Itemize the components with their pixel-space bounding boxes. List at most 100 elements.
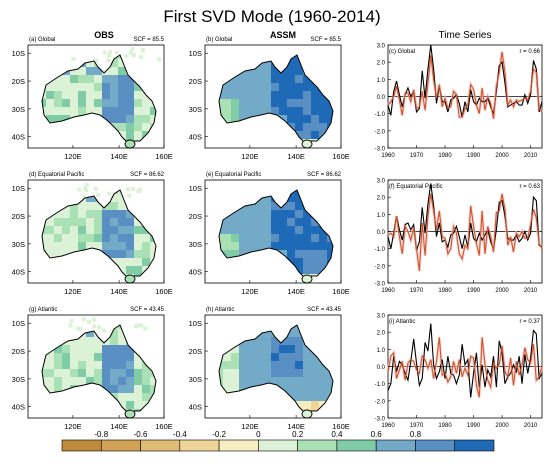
map-cell (54, 369, 62, 377)
map-cell (118, 59, 126, 67)
map-cell (94, 369, 102, 377)
map-cell (62, 75, 70, 83)
map-cell (54, 99, 62, 107)
map-cell (62, 218, 70, 226)
map-cell (263, 234, 271, 242)
lon-tick-label: 160E (155, 422, 173, 431)
map-cell (86, 369, 94, 377)
map-cell (110, 353, 118, 361)
map-cell (62, 369, 70, 377)
map-cell (287, 226, 295, 234)
map-cell (102, 75, 110, 83)
lon-tick-label: 160E (332, 287, 350, 296)
lat-tick-label: 40S (189, 133, 202, 142)
map-cell (134, 242, 142, 250)
map-cell (86, 83, 94, 91)
map-pixel (84, 188, 89, 193)
map-cell (247, 83, 255, 91)
tasmania (301, 274, 313, 284)
panel-tag: (e) Equatorial Pacific (206, 172, 261, 178)
map-cell (287, 75, 295, 83)
map-cell (94, 91, 102, 99)
map-cell (295, 353, 303, 361)
map-cell (126, 393, 134, 401)
map-cell (94, 361, 102, 369)
panel-tag: (i) Atlantic (389, 319, 415, 325)
map-cell (134, 393, 142, 401)
lat-tick-label: 20S (189, 77, 202, 86)
lon-tick-label: 160E (332, 422, 350, 431)
map-cell (62, 234, 70, 242)
map-cell (303, 91, 311, 99)
map-cell (126, 234, 134, 242)
map-cell (126, 107, 134, 115)
map-cell (54, 385, 62, 393)
map-cell (287, 210, 295, 218)
map-cell (126, 385, 134, 393)
colorbar-swatch (297, 439, 338, 452)
map-cell (78, 337, 86, 345)
map-pixel (139, 323, 144, 328)
colorbar-swatch (375, 439, 416, 452)
map-cell (126, 131, 134, 139)
map-cell (231, 218, 239, 226)
x-tick-label: 1960 (381, 288, 395, 294)
map-cell (110, 242, 118, 250)
map-cell (239, 226, 247, 234)
y-tick-label: 0.0 (377, 230, 386, 236)
map-cell (223, 242, 231, 250)
map-cell (126, 242, 134, 250)
map-cell (263, 329, 271, 337)
map-cell (126, 83, 134, 91)
map-pixel (69, 318, 74, 323)
map-cell (94, 226, 102, 234)
map-cell (94, 377, 102, 385)
map-cell (287, 345, 295, 353)
x-tick-label: 1960 (381, 423, 395, 429)
x-tick-label: 1990 (467, 153, 481, 159)
map-cell (295, 99, 303, 107)
map-cell (134, 385, 142, 393)
map-cell (287, 202, 295, 210)
map-cell (295, 250, 303, 258)
lon-tick-label: 140E (287, 287, 305, 296)
map-cell (303, 353, 311, 361)
map-cell (271, 210, 279, 218)
map-cell (102, 218, 110, 226)
map-cell (263, 226, 271, 234)
map-cell (126, 258, 134, 266)
map-pixel (131, 53, 136, 58)
y-tick-label: -2.0 (375, 129, 386, 135)
lat-tick-label: 20S (189, 347, 202, 356)
map-cell (150, 115, 156, 123)
map-cell (118, 115, 126, 123)
map-cell (142, 385, 150, 393)
map-cell (134, 218, 142, 226)
r-label: r = 0.66 (519, 49, 540, 55)
map-cell (62, 115, 70, 123)
map-cell (78, 75, 86, 83)
map-cell (134, 258, 142, 266)
map-cell (303, 377, 311, 385)
coastline (41, 324, 157, 414)
map-cell (78, 353, 86, 361)
map-cell (295, 123, 303, 131)
lon-tick-label: 120E (241, 287, 259, 296)
map-cell (247, 210, 255, 218)
map-pixel (106, 58, 111, 63)
panel-tag: (b) Global (206, 37, 232, 43)
map-cell (255, 345, 263, 353)
panel-tag: (a) Global (29, 37, 55, 43)
map-cell (70, 361, 78, 369)
map-cell (271, 353, 279, 361)
colorbar-tick-label: 0.4 (331, 430, 343, 439)
map-cell (62, 99, 70, 107)
map-cell (311, 266, 319, 274)
map-cell (78, 83, 86, 91)
map-cell (303, 218, 311, 226)
panel-a: 120E 140E 160E 10S 20S 30S 40S (a) Global SCF = … (12, 37, 173, 161)
map-pixel (81, 317, 86, 322)
map-cell (110, 107, 118, 115)
map-cell (142, 369, 150, 377)
